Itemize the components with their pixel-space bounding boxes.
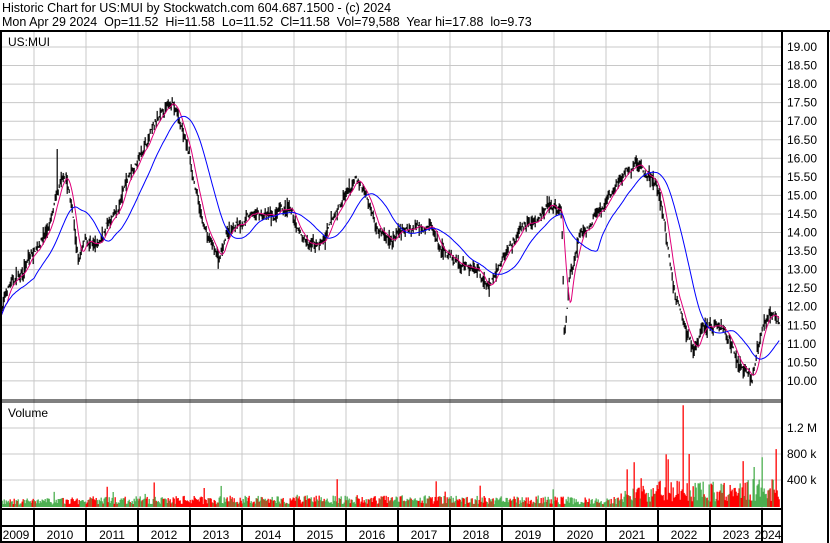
chart-title: Historic Chart for US:MUI by Stockwatch.… bbox=[2, 1, 392, 15]
price-bars bbox=[0, 97, 780, 386]
year-label: 2023 bbox=[723, 528, 750, 542]
price-tick-label: 13.00 bbox=[787, 263, 817, 277]
price-tick-label: 14.00 bbox=[787, 226, 817, 240]
price-tick-label: 15.50 bbox=[787, 170, 817, 184]
year-label: 2017 bbox=[411, 528, 438, 542]
year-label: 2011 bbox=[99, 528, 125, 542]
year-label: 2021 bbox=[619, 528, 646, 542]
price-tick-label: 18.50 bbox=[787, 59, 817, 73]
short-moving-average bbox=[0, 103, 780, 376]
year-label: 2020 bbox=[567, 528, 594, 542]
year-label: 2009 bbox=[3, 528, 30, 542]
price-tick-label: 16.50 bbox=[787, 133, 817, 147]
price-tick-label: 10.50 bbox=[787, 355, 817, 369]
price-tick-label: 17.00 bbox=[787, 114, 817, 128]
price-tick-label: 15.00 bbox=[787, 188, 817, 202]
year-label: 2010 bbox=[47, 528, 74, 542]
year-label: 2019 bbox=[515, 528, 542, 542]
price-tick-label: 19.00 bbox=[787, 40, 817, 54]
price-tick-label: 13.50 bbox=[787, 244, 817, 258]
price-tick-label: 14.50 bbox=[787, 207, 817, 221]
price-tick-label: 11.50 bbox=[787, 318, 816, 332]
quote-stats: Mon Apr 29 2024 Op=11.52 Hi=11.58 Lo=11.… bbox=[2, 15, 532, 29]
volume-label: Volume bbox=[8, 406, 48, 420]
year-label: 2012 bbox=[151, 528, 178, 542]
volume-tick-label: 1.2 M bbox=[787, 421, 817, 435]
price-tick-label: 10.00 bbox=[787, 374, 817, 388]
year-label: 2013 bbox=[203, 528, 230, 542]
year-label: 2016 bbox=[359, 528, 386, 542]
price-tick-label: 12.50 bbox=[787, 281, 817, 295]
price-tick-label: 12.00 bbox=[787, 300, 817, 314]
chart-border bbox=[0, 30, 783, 543]
symbol-label: US:MUI bbox=[8, 35, 50, 49]
price-tick-label: 16.00 bbox=[787, 151, 817, 165]
frame bbox=[0, 30, 830, 543]
year-label: 2018 bbox=[463, 528, 490, 542]
grid bbox=[2, 32, 782, 508]
year-label: 2022 bbox=[671, 528, 698, 542]
volume-bars bbox=[0, 405, 780, 507]
year-label: 2024 bbox=[755, 528, 782, 542]
year-label: 2014 bbox=[255, 528, 282, 542]
price-tick-label: 11.00 bbox=[787, 337, 816, 351]
long-moving-average bbox=[0, 115, 780, 360]
volume-tick-label: 400 k bbox=[787, 473, 817, 487]
price-tick-label: 17.50 bbox=[787, 96, 817, 110]
volume-tick-label: 800 k bbox=[787, 447, 817, 461]
year-label: 2015 bbox=[307, 528, 334, 542]
price-tick-label: 18.00 bbox=[787, 77, 817, 91]
